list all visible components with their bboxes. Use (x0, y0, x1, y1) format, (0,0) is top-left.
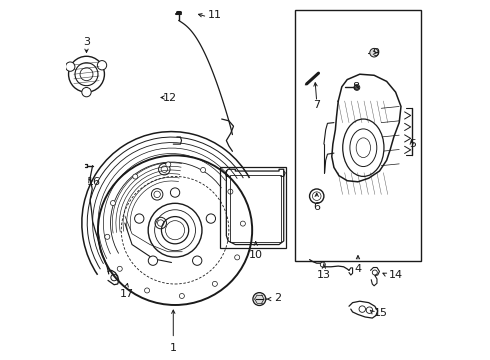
Text: 4: 4 (354, 264, 362, 274)
Text: 13: 13 (317, 270, 331, 280)
Circle shape (98, 60, 107, 70)
Circle shape (310, 189, 324, 203)
Text: 16: 16 (87, 177, 101, 187)
Circle shape (200, 167, 206, 172)
Bar (230, 175, 281, 242)
Circle shape (133, 174, 138, 179)
Circle shape (212, 282, 218, 286)
Text: 3: 3 (83, 37, 90, 47)
Text: 9: 9 (372, 48, 379, 58)
Circle shape (193, 256, 202, 265)
Circle shape (166, 162, 171, 167)
Circle shape (69, 56, 104, 92)
Circle shape (82, 87, 91, 97)
Circle shape (145, 288, 149, 293)
Circle shape (354, 85, 360, 90)
Text: 10: 10 (249, 250, 263, 260)
Circle shape (228, 189, 233, 194)
Bar (220, 167, 286, 248)
Text: 5: 5 (410, 139, 416, 149)
Text: 8: 8 (353, 82, 360, 92)
Text: 6: 6 (313, 202, 320, 212)
Circle shape (206, 214, 216, 223)
Text: 14: 14 (389, 270, 403, 280)
Circle shape (235, 255, 240, 260)
Bar (295, 10, 421, 261)
Circle shape (135, 214, 144, 223)
Circle shape (241, 221, 245, 226)
Circle shape (320, 262, 325, 267)
Circle shape (148, 256, 158, 265)
Text: 2: 2 (274, 293, 281, 303)
Text: 7: 7 (313, 100, 320, 110)
Text: 17: 17 (120, 289, 134, 300)
Text: 1: 1 (170, 343, 177, 353)
Ellipse shape (343, 119, 384, 176)
Circle shape (117, 266, 122, 271)
Circle shape (179, 293, 184, 298)
Text: 15: 15 (374, 308, 388, 318)
Circle shape (253, 293, 266, 306)
Circle shape (370, 48, 378, 57)
Circle shape (66, 62, 75, 71)
Text: 12: 12 (163, 93, 176, 103)
Circle shape (171, 188, 180, 197)
Circle shape (110, 201, 116, 206)
Circle shape (105, 234, 110, 239)
Text: 11: 11 (207, 10, 221, 20)
